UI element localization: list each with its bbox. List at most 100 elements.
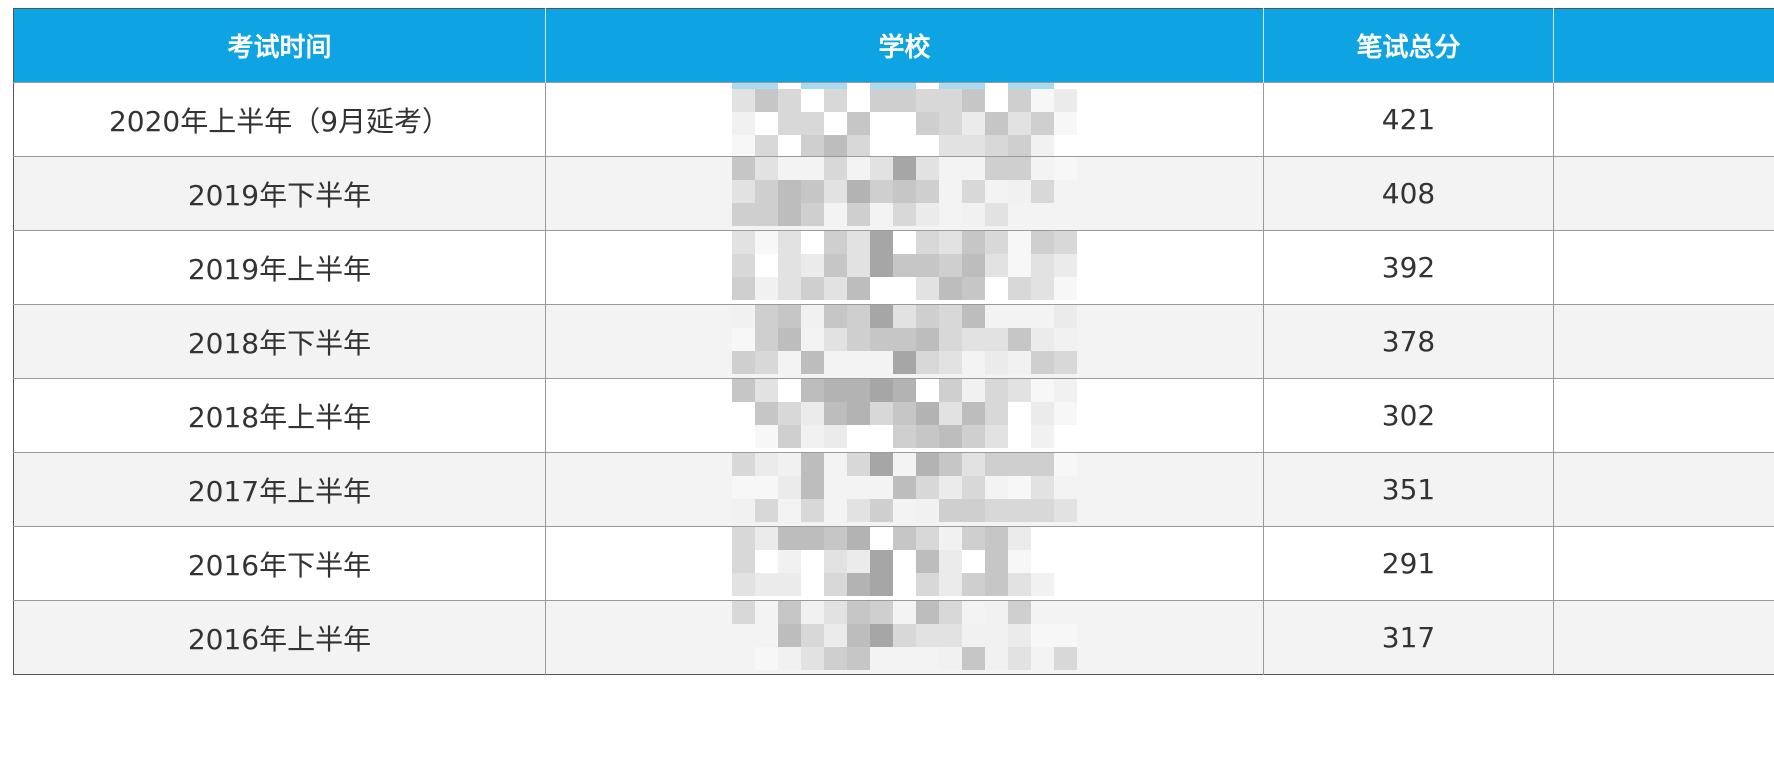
- redaction-block: [962, 573, 985, 596]
- redaction-block: [870, 601, 893, 624]
- redaction-block: [1031, 328, 1054, 351]
- redaction-block: [824, 647, 847, 670]
- redaction-block: [985, 499, 1008, 522]
- redaction-block: [778, 328, 801, 351]
- redaction-block: [1054, 379, 1077, 402]
- redaction-block: [824, 573, 847, 596]
- redaction-strip: [1008, 83, 1031, 89]
- redaction-block: [870, 89, 893, 112]
- redaction-block: [939, 624, 962, 647]
- pixelated-redaction: [732, 157, 1077, 231]
- table-row: 2020年上半年（9月延考） 421: [13, 82, 1774, 157]
- redaction-block: [1008, 499, 1031, 522]
- redaction-block: [755, 135, 778, 157]
- pixelated-redaction: [732, 305, 1077, 379]
- redaction-block: [732, 550, 755, 573]
- cell-school-redacted: [545, 378, 1264, 453]
- redaction-block: [1031, 351, 1054, 374]
- redaction-block: [732, 254, 755, 277]
- cell-exam-time: 2020年上半年（9月延考）: [13, 82, 546, 157]
- redaction-block: [962, 203, 985, 226]
- redaction-block: [985, 231, 1008, 254]
- redaction-block: [801, 379, 824, 402]
- redaction-block: [1008, 277, 1031, 300]
- redaction-block: [755, 425, 778, 448]
- redaction-block: [939, 277, 962, 300]
- redaction-strip: [778, 83, 801, 89]
- redaction-block: [916, 601, 939, 624]
- redaction-block: [847, 573, 870, 596]
- redaction-strip: [824, 83, 847, 89]
- table-row: 2019年上半年 392: [13, 230, 1774, 305]
- redaction-block: [1008, 112, 1031, 135]
- redaction-block: [801, 499, 824, 522]
- redaction-block: [870, 379, 893, 402]
- redaction-block: [985, 254, 1008, 277]
- redaction-block: [1008, 476, 1031, 499]
- redaction-block: [962, 180, 985, 203]
- redaction-block: [732, 231, 755, 254]
- redaction-block: [962, 527, 985, 550]
- redaction-block: [985, 157, 1008, 180]
- redaction-strip: [801, 83, 824, 89]
- cell-school-redacted: [545, 600, 1264, 675]
- redaction-block: [939, 527, 962, 550]
- redaction-block: [870, 231, 893, 254]
- redaction-block: [1054, 254, 1077, 277]
- redaction-block: [1031, 476, 1054, 499]
- redaction-block: [916, 305, 939, 328]
- redaction-block: [801, 624, 824, 647]
- redaction-block: [1008, 647, 1031, 670]
- redaction-block: [1008, 351, 1031, 374]
- redaction-block: [870, 328, 893, 351]
- redaction-block: [939, 305, 962, 328]
- cell-total-score: 291: [1263, 526, 1554, 601]
- redaction-block: [801, 112, 824, 135]
- redaction-block: [985, 203, 1008, 226]
- redaction-block: [962, 328, 985, 351]
- header-total-score: 笔试总分: [1263, 8, 1554, 83]
- redaction-block: [985, 402, 1008, 425]
- redaction-block: [1054, 402, 1077, 425]
- redaction-block: [755, 328, 778, 351]
- redaction-block: [778, 112, 801, 135]
- pixelated-redaction: [732, 601, 1077, 675]
- redaction-block: [962, 277, 985, 300]
- redaction-block: [1031, 180, 1054, 203]
- redaction-block: [1031, 135, 1054, 157]
- redaction-strip: [1031, 83, 1054, 89]
- redaction-block: [732, 527, 755, 550]
- redaction-block: [916, 328, 939, 351]
- header-exam-time: 考试时间: [13, 8, 546, 83]
- redaction-strip: [916, 83, 939, 89]
- redaction-strip: [1054, 83, 1077, 89]
- redaction-block: [939, 231, 962, 254]
- score-table: 考试时间 学校 笔试总分 2020年上半年（9月延考） 421 2019年下半年…: [13, 8, 1774, 675]
- redaction-block: [801, 203, 824, 226]
- cell-school-redacted: [545, 230, 1264, 305]
- redaction-block: [870, 402, 893, 425]
- redaction-block: [939, 135, 962, 157]
- redaction-block: [870, 499, 893, 522]
- redaction-block: [732, 180, 755, 203]
- redaction-block: [962, 476, 985, 499]
- redaction-block: [1008, 328, 1031, 351]
- redaction-block: [939, 601, 962, 624]
- header-extra: [1553, 8, 1774, 83]
- redaction-block: [985, 112, 1008, 135]
- redaction-block: [1031, 453, 1054, 476]
- redaction-block: [962, 425, 985, 448]
- redaction-block: [801, 351, 824, 374]
- redaction-block: [778, 573, 801, 596]
- redaction-block: [778, 550, 801, 573]
- redaction-block: [916, 231, 939, 254]
- header-school: 学校: [545, 8, 1264, 83]
- redaction-block: [801, 476, 824, 499]
- redaction-block: [755, 157, 778, 180]
- redaction-block: [847, 402, 870, 425]
- redaction-block: [939, 379, 962, 402]
- redaction-block: [1031, 425, 1054, 448]
- redaction-block: [1054, 277, 1077, 300]
- redaction-block: [732, 112, 755, 135]
- redaction-block: [847, 231, 870, 254]
